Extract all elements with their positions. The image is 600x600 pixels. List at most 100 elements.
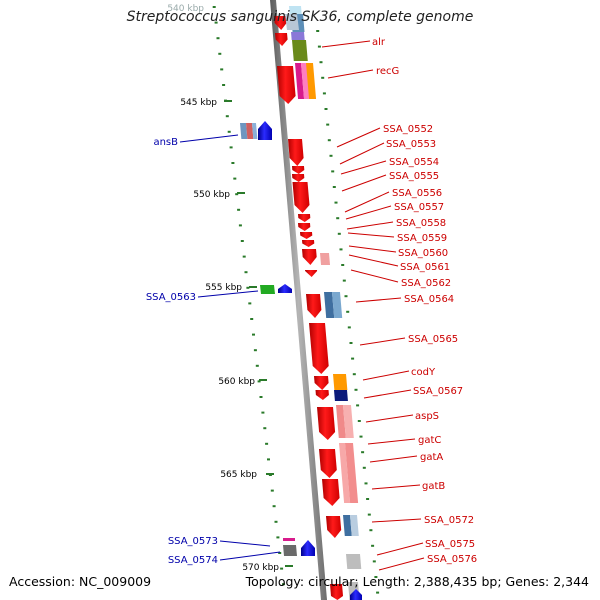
gene-label-aspS: aspS: [415, 411, 439, 422]
tick-mark-left: [250, 318, 254, 320]
tick-mark-left: [265, 442, 269, 445]
tick-mark-left: [233, 177, 237, 180]
tick-mark-left: [248, 302, 252, 305]
leader-line-right: [336, 127, 381, 148]
major-tick: [224, 100, 232, 102]
gene-label-gatA: gatA: [420, 452, 443, 463]
tick-mark-left: [257, 380, 261, 383]
gene-arrow-reverse: [274, 16, 287, 30]
gene-block-magenta: [283, 538, 295, 541]
scale-label-565: 565 kbp: [220, 470, 257, 480]
gene-block: [334, 390, 348, 401]
gene-label-SSA_0574: SSA_0574: [168, 555, 218, 566]
gene-label-gatB: gatB: [422, 481, 445, 492]
scale-label-570: 570 kbp: [242, 563, 279, 573]
leader-line-right: [350, 269, 399, 283]
tick-mark-left: [278, 552, 282, 554]
tick-mark-left: [244, 271, 248, 274]
gene-label-SSA_0572: SSA_0572: [424, 515, 474, 526]
gene-label-SSA_0560: SSA_0560: [398, 248, 448, 259]
gene-block: [345, 443, 359, 503]
gene-label-SSA_0562: SSA_0562: [401, 278, 451, 289]
tick-mark-left: [242, 255, 246, 258]
leader-line-right: [340, 160, 387, 175]
left-gene-labels: ansB SSA_0563 SSA_0573 SSA_0574: [146, 137, 218, 566]
leader-line-left: [219, 540, 271, 547]
gene-label-alr: alr: [372, 37, 386, 48]
gene-block: [306, 63, 317, 99]
major-tick: [285, 565, 293, 567]
leader-line-right: [348, 245, 397, 253]
tick-mark-right: [324, 108, 328, 110]
tick-mark-right: [332, 186, 336, 188]
tick-mark-right: [347, 326, 351, 329]
gene-arrow-reverse: [306, 294, 322, 318]
leader-line-right: [339, 142, 385, 165]
tick-mark-right: [322, 92, 326, 95]
gene-label-SSA_0565: SSA_0565: [408, 334, 458, 345]
scale-labels: 540 kbp 545 kbp 550 kbp 555 kbp 560 kbp …: [167, 4, 279, 573]
gene-label-ansB: ansB: [153, 137, 178, 148]
gene-block-grey: [283, 545, 297, 556]
tick-mark-right: [319, 61, 323, 64]
gene-label-SSA_0564: SSA_0564: [404, 294, 454, 305]
tick-mark-left: [220, 68, 224, 71]
gene-block: [289, 6, 302, 14]
label-leader-lines: [179, 40, 425, 571]
gene-arrow-reverse: [330, 584, 343, 600]
tick-mark-right: [371, 544, 375, 547]
tick-mark-right: [352, 373, 356, 376]
tick-mark-left: [282, 583, 285, 586]
gene-label-SSA_0563: SSA_0563: [146, 292, 196, 303]
gene-arrow-reverse: [292, 174, 305, 182]
tick-mark-left: [267, 458, 270, 461]
tick-mark-right: [344, 295, 348, 298]
gene-arrow-reverse: [298, 214, 311, 222]
tick-mark-right: [336, 217, 340, 220]
tick-mark-right: [376, 591, 380, 594]
leader-line-right: [369, 455, 418, 463]
gene-arrow-reverse: [302, 240, 315, 247]
tick-mark-right: [337, 232, 341, 235]
gene-arrow-reverse: [314, 376, 329, 390]
leader-line-right: [321, 40, 371, 48]
gene-label-SSA_0573: SSA_0573: [168, 536, 218, 547]
major-tick: [266, 473, 274, 475]
tick-mark-left: [259, 396, 263, 398]
gene-block: [336, 405, 346, 438]
tick-mark-left: [263, 427, 267, 430]
gene-block: [339, 443, 351, 503]
gene-label-SSA_0567: SSA_0567: [413, 386, 463, 397]
gene-label-SSA_0552: SSA_0552: [383, 124, 433, 135]
tick-mark-right: [361, 451, 365, 454]
tick-mark-right: [359, 435, 363, 438]
tick-mark-left: [240, 240, 244, 242]
tick-mark-left: [218, 52, 222, 55]
gene-arrow-reverse: [275, 33, 288, 46]
gene-block: [295, 63, 305, 99]
gene-arrow-forward: [301, 540, 315, 556]
gene-block: [343, 515, 352, 536]
gene-arrow-reverse: [302, 249, 317, 265]
gene-arrow-reverse: [317, 407, 336, 440]
major-tick: [259, 379, 267, 381]
tick-mark-left: [227, 130, 231, 133]
major-tick: [237, 192, 245, 194]
gene-arrow-reverse: [292, 166, 305, 174]
gene-label-SSA_0561: SSA_0561: [400, 262, 450, 273]
gene-arrow-reverse: [292, 182, 310, 213]
leader-line-right: [344, 191, 390, 213]
leader-line-left: [179, 134, 239, 143]
map-title: Streptococcus sanguinis SK36, complete g…: [126, 9, 474, 25]
gene-label-SSA_0558: SSA_0558: [396, 218, 446, 229]
tick-mark-left: [237, 208, 241, 211]
scale-label-550: 550 kbp: [193, 190, 230, 200]
gene-label-SSA_0576: SSA_0576: [427, 554, 477, 565]
leader-line-right: [359, 337, 406, 346]
tick-mark-right: [339, 248, 343, 251]
scale-label-545: 545 kbp: [180, 98, 217, 108]
gene-label-SSA_0556: SSA_0556: [392, 188, 442, 199]
gene-arrow-reverse: [288, 139, 304, 166]
gene-block: [333, 374, 348, 390]
